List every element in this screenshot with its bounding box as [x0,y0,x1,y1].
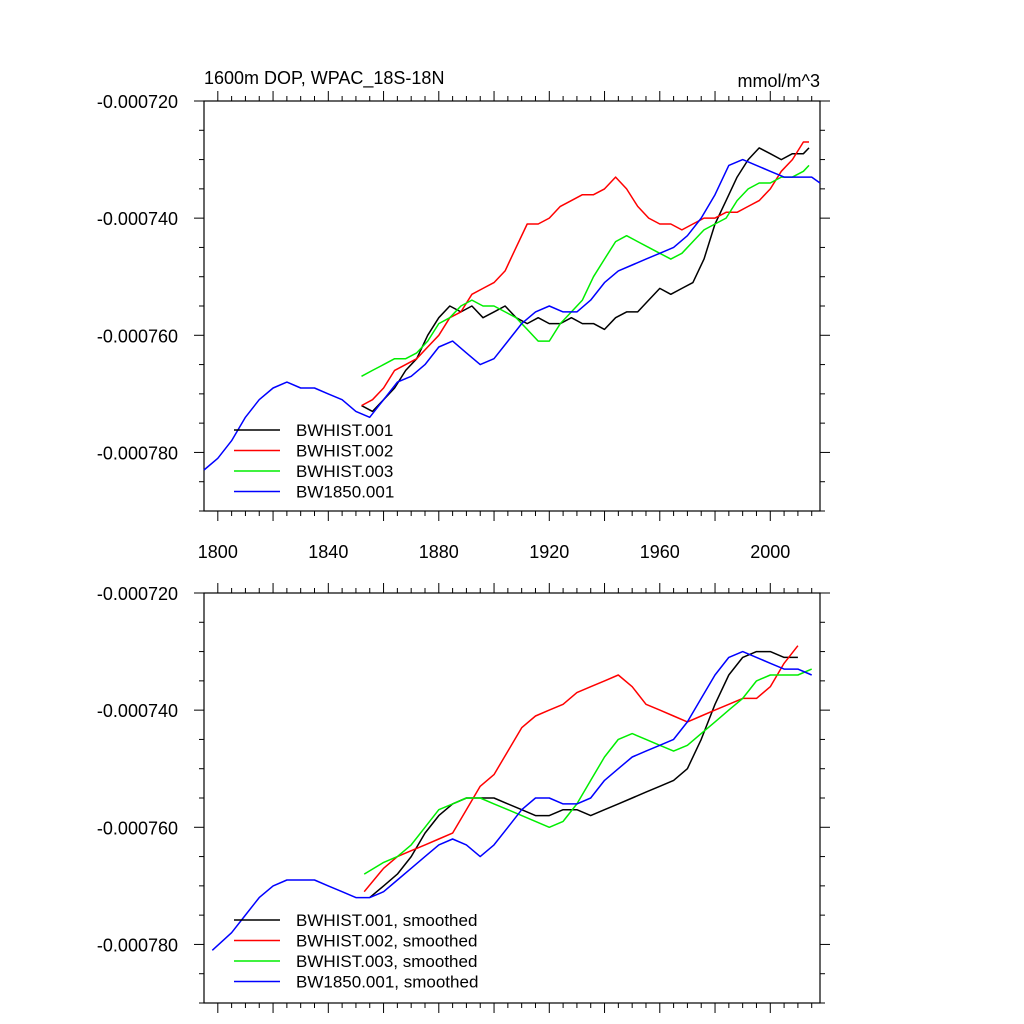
legend-label: BWHIST.001, smoothed [296,911,477,930]
series-line-0-2 [361,164,810,377]
x-tick-label: 1840 [308,542,348,562]
series-line-0-1 [361,141,809,407]
y-tick-label: -0.000720 [97,92,178,112]
legend-label: BWHIST.002, smoothed [296,932,477,951]
y-tick-label: -0.000740 [97,209,178,229]
x-tick-label: 1920 [529,542,569,562]
legend-label: BW1850.001, smoothed [296,973,478,992]
legend-label: BW1850.001 [296,483,394,502]
panel-bottom: -0.000720 -0.000740 -0.000760 -0.000780 BWH… [97,583,830,1013]
axis-ticks-bottom: -0.000720 -0.000740 -0.000760 -0.000780 [97,583,830,1013]
panel-top: 1600m DOP, WPAC_18S-18N mmol/m^3 1800 184… [97,68,830,562]
x-tick-label: 1800 [198,542,238,562]
axis-ticks-top: 1800 1840 1880 1920 1960 2000 -0.000720 -0.0007… [97,91,830,562]
y-tick-label: -0.000780 [97,443,178,463]
series-line-1-0 [369,650,798,899]
series-line-0-0 [361,147,810,413]
series-group-top [203,141,821,471]
legend-bottom: BWHIST.001, smoothed BWHIST.002, smoothed… [234,911,478,992]
y-tick-label: -0.000780 [97,935,178,955]
x-tick-label: 1960 [640,542,680,562]
series-line-0-3 [203,158,821,471]
chart-title: 1600m DOP, WPAC_18S-18N [204,68,444,89]
series-group-bottom [211,645,812,951]
legend-label: BWHIST.003, smoothed [296,952,477,971]
series-line-1-2 [363,668,812,875]
series-line-1-1 [363,645,799,893]
y-tick-label: -0.000740 [97,701,178,721]
x-tick-label: 2000 [750,542,790,562]
y-tick-label: -0.000760 [97,818,178,838]
series-line-1-3 [211,650,812,951]
x-tick-label: 1880 [419,542,459,562]
y-tick-label: -0.000760 [97,326,178,346]
legend-label: BWHIST.002 [296,442,393,461]
legend-label: BWHIST.001 [296,421,393,440]
y-tick-label: -0.000720 [97,584,178,604]
legend-label: BWHIST.003 [296,462,393,481]
units-label: mmol/m^3 [738,71,820,91]
